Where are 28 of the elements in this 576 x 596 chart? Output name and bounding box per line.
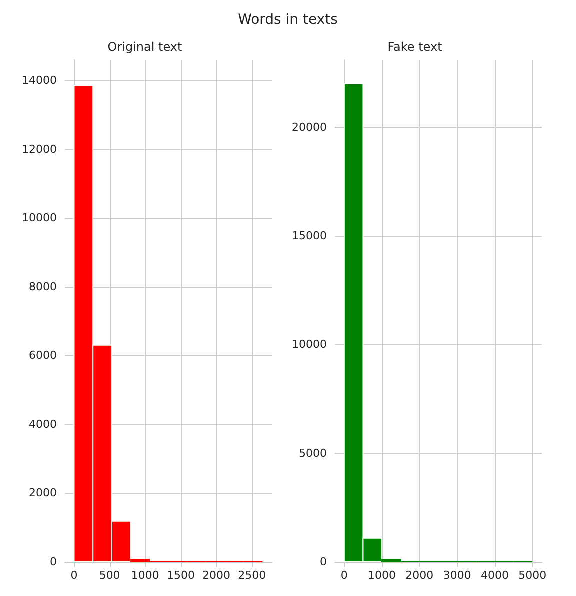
y-tick-label: 12000 [22,142,57,156]
y-tick-label: 14000 [22,74,57,88]
x-tick-label: 0 [70,569,78,582]
x-tick-label: 4000 [480,569,509,582]
x-tick-label: 500 [99,569,120,582]
y-tick-label: 2000 [29,486,57,500]
x-tick-label: 1000 [368,569,396,582]
chart-title: Original text [108,40,183,54]
x-tick-label: 1500 [166,569,195,582]
y-tick-label: 0 [320,556,327,568]
x-tick-label: 2000 [202,569,231,582]
y-tick-label: 0 [50,556,57,568]
y-tick-label: 20000 [292,120,327,134]
y-tick-label: 8000 [29,280,57,294]
x-tick-label: 0 [340,569,348,582]
text: Words in texts [237,12,339,28]
x-tick-label: 5000 [518,569,547,582]
y-tick-label: 6000 [29,349,57,362]
x-tick-label: 2000 [406,569,434,582]
x-tick-label: 1000 [131,569,160,582]
y-tick-label: 5000 [299,446,327,460]
chart-title: Fake text [388,40,443,54]
y-tick-label: 15000 [292,230,327,243]
y-tick-label: 4000 [29,418,57,431]
y-tick-label: 10000 [22,212,57,225]
x-tick-label: 2500 [238,569,266,582]
x-tick-label: 3000 [443,569,472,582]
y-tick-label: 10000 [292,338,327,352]
